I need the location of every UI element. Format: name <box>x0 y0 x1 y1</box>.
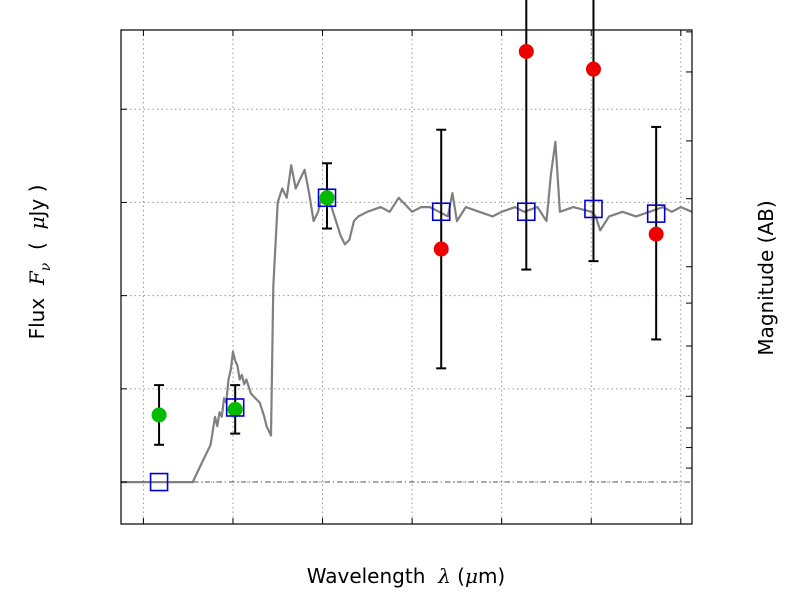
synthetic-photometry-square <box>516 202 536 222</box>
detection-point <box>227 401 243 417</box>
synthetic-photometry-square <box>431 202 451 222</box>
model-layer <box>121 140 693 484</box>
model-spectrum-line <box>121 140 693 484</box>
synthetic-photometry-square <box>317 188 337 208</box>
y-axis-label-left: Flux Fν ( μJy ) <box>25 185 54 340</box>
grid-layer <box>121 30 692 524</box>
non-detection-point <box>518 43 534 59</box>
non-detection-point <box>648 226 664 242</box>
tick-layer <box>121 30 692 524</box>
non-detection-point <box>585 61 601 77</box>
plot-frame <box>120 29 693 525</box>
non-detection-point <box>433 241 449 257</box>
synthetic-photometry-square <box>149 472 169 492</box>
point-layer <box>151 43 664 423</box>
detection-point <box>319 190 335 206</box>
square-layer <box>149 188 666 492</box>
detection-point <box>151 407 167 423</box>
synthetic-photometry-square <box>646 204 666 223</box>
synthetic-photometry-square <box>584 199 603 219</box>
synthetic-photometry-square <box>225 398 245 417</box>
x-axis-label: Wavelength λ (μm) <box>307 564 506 588</box>
errorbar-layer <box>154 0 662 446</box>
y-axis-label-right: Magnitude (AB) <box>754 200 778 355</box>
